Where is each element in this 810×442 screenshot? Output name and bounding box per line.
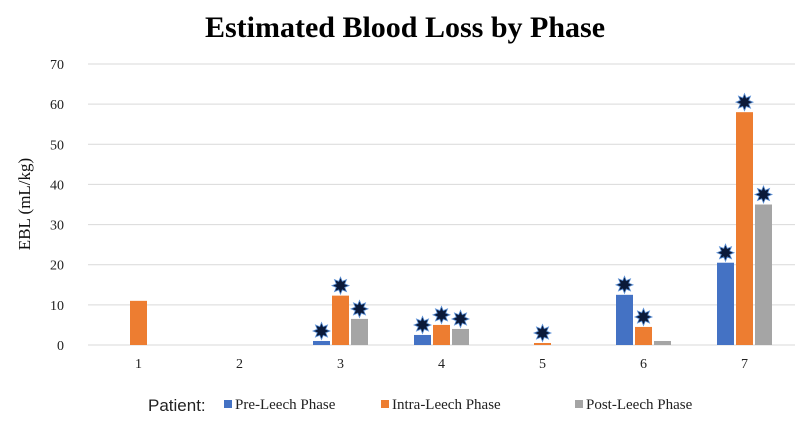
y-tick-label: 10 [50, 299, 64, 314]
bars [130, 112, 772, 346]
significance-star [734, 92, 755, 112]
legend-label: Post-Leech Phase [586, 397, 693, 413]
significance-markers [311, 92, 774, 343]
bar [654, 340, 671, 345]
gridlines [88, 63, 795, 346]
significance-star [412, 315, 433, 335]
y-tick-label: 20 [50, 259, 64, 274]
x-tick-label: 1 [135, 357, 142, 372]
significance-star [311, 321, 332, 341]
y-tick-label: 60 [50, 98, 64, 113]
x-tick-label: 6 [640, 357, 647, 372]
legend-label: Intra-Leech Phase [392, 397, 501, 413]
legend-swatch [224, 400, 232, 408]
significance-star [450, 309, 471, 329]
chart-title: Estimated Blood Loss by Phase [205, 11, 605, 44]
x-tick-label: 3 [337, 357, 344, 372]
bar [534, 342, 551, 345]
bar [351, 318, 368, 345]
significance-star [753, 184, 774, 205]
significance-star [633, 307, 654, 327]
y-tick-label: 30 [50, 219, 64, 234]
x-tick-label: 4 [438, 357, 445, 372]
bar [755, 204, 772, 345]
bar [452, 328, 469, 345]
y-axis-label: EBL (mL/kg) [15, 158, 34, 250]
significance-star [330, 276, 351, 296]
bar [635, 326, 652, 345]
significance-star [349, 299, 370, 319]
bar [616, 294, 633, 345]
x-tick-label: 7 [741, 357, 748, 372]
x-axis-ticks: 1 2 3 4 5 6 7 [135, 357, 748, 372]
legend-title: Patient: [148, 396, 206, 415]
y-tick-label: 0 [57, 339, 64, 354]
y-tick-label: 70 [50, 58, 64, 73]
legend: Patient: Pre-Leech Phase Intra-Leech Phas… [148, 396, 693, 415]
y-axis-ticks: 0 10 20 30 40 50 60 70 [50, 58, 64, 354]
legend-swatch [381, 400, 389, 408]
significance-star [532, 323, 553, 343]
bar [130, 300, 147, 345]
x-tick-label: 5 [539, 357, 546, 372]
bar [313, 340, 330, 345]
bar [332, 295, 349, 345]
bar [736, 112, 753, 346]
y-tick-label: 40 [50, 178, 64, 193]
y-tick-label: 50 [50, 138, 64, 153]
legend-label: Pre-Leech Phase [235, 397, 336, 413]
legend-swatch [575, 400, 583, 408]
bar [414, 334, 431, 345]
significance-star [715, 243, 736, 263]
significance-star [614, 275, 635, 295]
bar [717, 262, 734, 345]
bar [433, 324, 450, 345]
significance-star [431, 305, 452, 325]
x-tick-label: 2 [236, 357, 243, 372]
